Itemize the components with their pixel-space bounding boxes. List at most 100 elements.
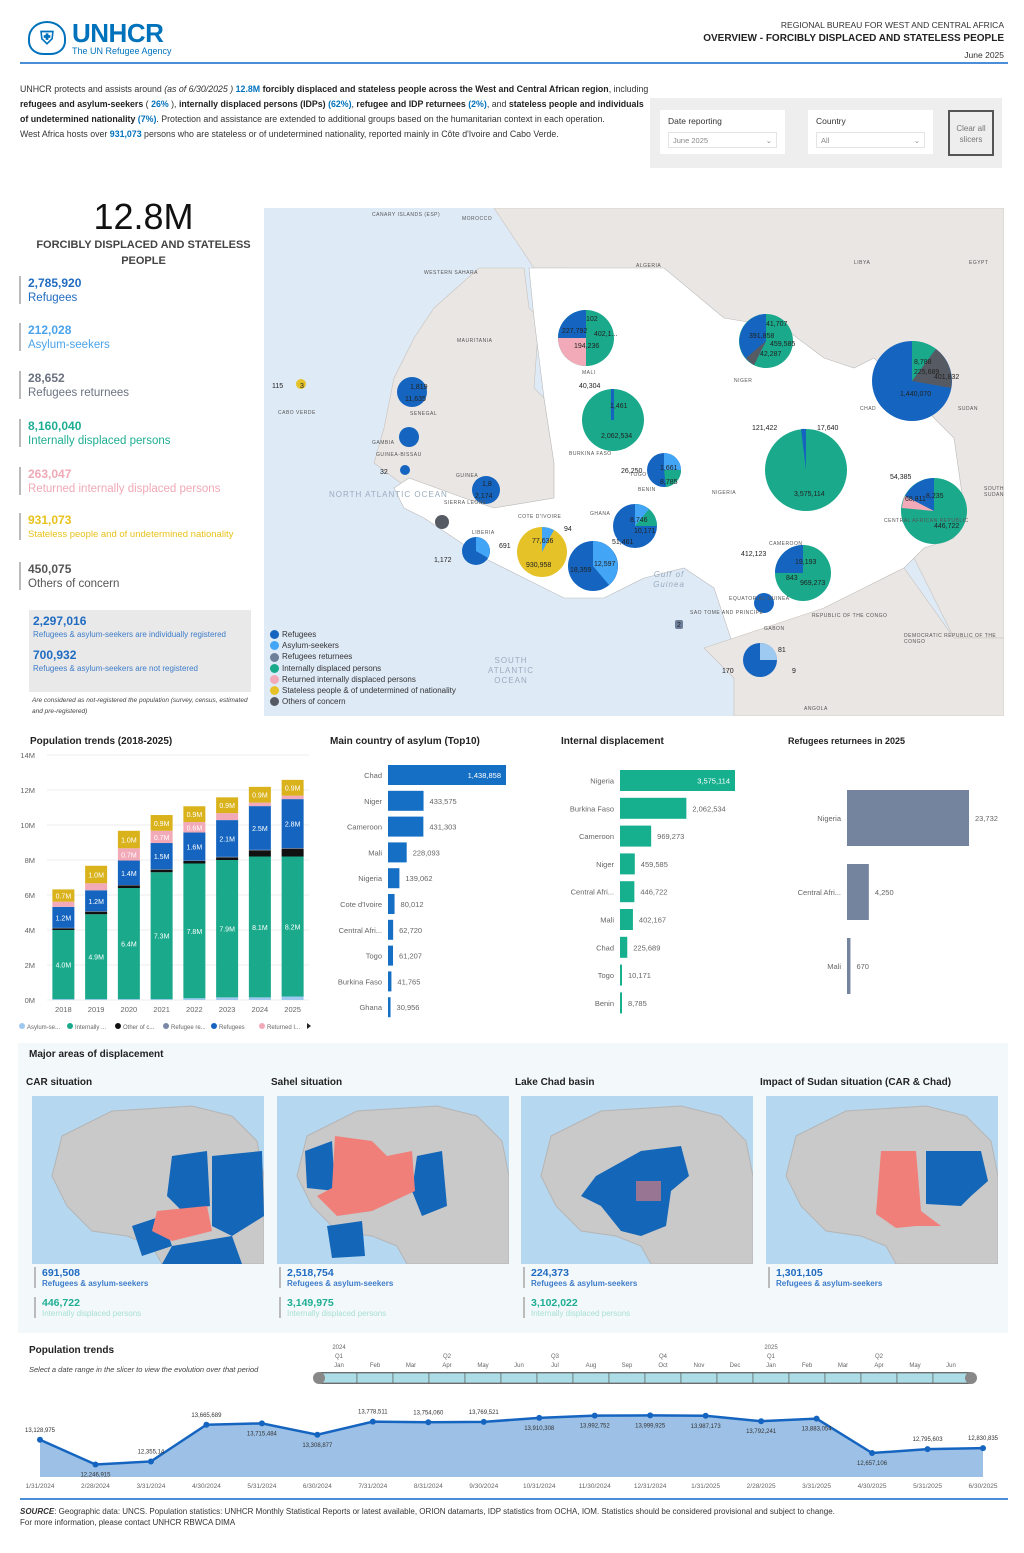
trend-point[interactable] (203, 1421, 210, 1428)
timeline-month-cell[interactable] (824, 1372, 862, 1384)
timeline-month-cell[interactable] (752, 1372, 790, 1384)
stacked-bar-segment[interactable] (150, 830, 173, 844)
bar[interactable] (388, 868, 400, 889)
bar[interactable] (620, 881, 635, 903)
pie-togo[interactable] (613, 503, 657, 548)
timeline-month-cell[interactable] (392, 1372, 430, 1384)
trend-point[interactable] (924, 1446, 931, 1453)
timeline-month-cell[interactable] (896, 1372, 934, 1384)
bar[interactable] (388, 816, 424, 837)
date-reporting-slicer[interactable]: Date reporting June 2025 ⌄ (660, 110, 785, 154)
pie-liberia[interactable] (462, 537, 490, 565)
timeline-month-cell[interactable] (860, 1372, 898, 1384)
bar[interactable] (620, 825, 652, 847)
stacked-bar-segment[interactable] (216, 797, 239, 814)
pie-mali[interactable] (558, 310, 614, 366)
stacked-bar-segment[interactable] (150, 999, 173, 1000)
timeline-month-cell[interactable] (608, 1372, 646, 1384)
bar[interactable] (620, 964, 622, 986)
pie-guinea[interactable] (472, 476, 500, 504)
stacked-bar-segment[interactable] (52, 906, 75, 928)
timeline-month-cell[interactable] (428, 1372, 466, 1384)
trend-point[interactable] (702, 1412, 709, 1419)
marker-sao-tome[interactable] (675, 620, 683, 629)
trend-point[interactable] (369, 1418, 376, 1425)
stacked-bar-segment[interactable] (216, 857, 239, 860)
stacked-bar-segment[interactable] (117, 860, 140, 886)
pie-cote-divoire[interactable] (517, 526, 567, 577)
bar[interactable] (388, 842, 407, 863)
pie-cameroon[interactable] (775, 545, 831, 601)
trend-point[interactable] (869, 1450, 876, 1457)
area-map[interactable] (277, 1096, 509, 1264)
pie-equatorial-guinea[interactable] (754, 593, 774, 613)
trend-point[interactable] (37, 1436, 43, 1443)
stacked-bar-segment[interactable] (248, 806, 271, 850)
trend-point[interactable] (647, 1412, 654, 1419)
stacked-bar-segment[interactable] (216, 856, 239, 858)
stacked-bar-segment[interactable] (117, 830, 140, 849)
stacked-bar-segment[interactable] (85, 883, 108, 891)
trend-point[interactable] (92, 1461, 99, 1468)
trend-point[interactable] (758, 1418, 765, 1425)
bar[interactable] (388, 919, 394, 940)
stacked-bar-segment[interactable] (248, 849, 271, 851)
country-slicer[interactable]: Country All ⌄ (808, 110, 933, 154)
timeline-month-cell[interactable] (644, 1372, 682, 1384)
area-map[interactable] (521, 1096, 753, 1264)
stacked-bar-segment[interactable] (281, 799, 304, 849)
pie-burkina-faso[interactable] (582, 389, 644, 451)
stacked-bar-segment[interactable] (183, 863, 206, 999)
timeline-month-cell[interactable] (356, 1372, 394, 1384)
timeline-month-cell[interactable] (320, 1372, 358, 1384)
trend-point[interactable] (480, 1418, 487, 1425)
area-map[interactable] (32, 1096, 264, 1264)
bar[interactable] (847, 790, 969, 846)
stacked-bar-segment[interactable] (281, 856, 304, 997)
stacked-bar-segment[interactable] (150, 872, 173, 1000)
pie-car[interactable] (901, 478, 967, 544)
stacked-bar-segment[interactable] (150, 815, 173, 831)
stacked-bar-segment[interactable] (117, 999, 140, 1000)
timeline-month-cell[interactable] (716, 1372, 754, 1384)
bar[interactable] (847, 864, 869, 920)
trend-point[interactable] (425, 1419, 432, 1426)
regional-map[interactable]: 102 227,792 402,1... 194,236 41,707 391,858 45… (264, 208, 1004, 716)
stacked-bar-segment[interactable] (248, 850, 271, 857)
stacked-bar-segment[interactable] (248, 856, 271, 998)
stacked-bar-segment[interactable] (281, 779, 304, 796)
bar[interactable] (388, 790, 424, 811)
timeline-month-cell[interactable] (788, 1372, 826, 1384)
clear-all-slicers-button[interactable]: Clear all slicers (948, 110, 994, 156)
stacked-bar-segment[interactable] (281, 848, 304, 849)
stacked-bar-segment[interactable] (216, 997, 239, 1000)
date-reporting-dropdown[interactable]: June 2025 ⌄ (668, 132, 777, 148)
timeline-month-cell[interactable] (464, 1372, 502, 1384)
country-dropdown[interactable]: All ⌄ (816, 132, 925, 148)
stacked-bar-segment[interactable] (281, 795, 304, 800)
stacked-bar-segment[interactable] (85, 911, 108, 915)
stacked-bar-segment[interactable] (183, 832, 206, 861)
stacked-bar-segment[interactable] (183, 998, 206, 1000)
timeline-month-cell[interactable] (500, 1372, 538, 1384)
trend-point[interactable] (536, 1414, 543, 1421)
stacked-bar-segment[interactable] (52, 999, 75, 1000)
bar[interactable] (620, 909, 633, 930)
stacked-bar-segment[interactable] (117, 888, 140, 1000)
timeline-slicer[interactable]: Jan Feb Mar Apr May Jun Jul Aug Sep Oct Nov Dec Jan F… (313, 1337, 983, 1389)
bar[interactable] (620, 797, 687, 819)
pie-gambia[interactable] (399, 427, 419, 447)
trend-point[interactable] (980, 1445, 986, 1452)
timeline-month-cell[interactable] (680, 1372, 718, 1384)
pie-sierra-leone[interactable] (435, 515, 449, 529)
pie-niger[interactable] (739, 314, 793, 368)
stacked-bar-segment[interactable] (85, 914, 108, 1000)
bar[interactable] (388, 765, 506, 785)
stacked-bar-segment[interactable] (150, 869, 173, 873)
trend-point[interactable] (147, 1458, 154, 1465)
stacked-bar-segment[interactable] (117, 848, 140, 861)
stacked-bar-segment[interactable] (281, 848, 304, 857)
bar[interactable] (620, 770, 735, 791)
pie-congo[interactable] (743, 643, 777, 677)
stacked-bar-segment[interactable] (248, 786, 271, 803)
